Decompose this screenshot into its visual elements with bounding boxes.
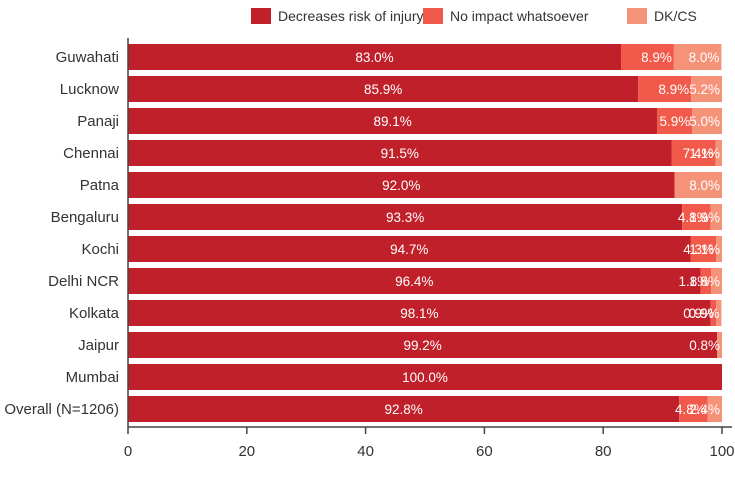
bar-segment	[128, 140, 672, 166]
data-label: 4.8%	[678, 210, 709, 225]
data-label: 8.0%	[689, 50, 720, 65]
category-label: Overall (N=1206)	[4, 401, 119, 418]
bar-segment	[128, 108, 658, 134]
data-label: 99.2%	[403, 338, 441, 353]
bar-segment	[716, 300, 722, 326]
bar-segment	[690, 236, 717, 262]
bar-segment	[691, 76, 722, 102]
data-label: 1.8%	[679, 274, 710, 289]
data-label: 0.9%	[689, 306, 720, 321]
bar-segment	[682, 204, 711, 230]
legend-no-impact-swatch	[423, 8, 443, 24]
bar-segment	[128, 396, 680, 422]
data-label: 93.3%	[386, 210, 424, 225]
bar-segment	[673, 44, 722, 70]
data-label: 98.1%	[400, 306, 438, 321]
category-label: Kochi	[81, 241, 119, 258]
legend-decreases-risk-label: Decreases risk of injury	[278, 8, 424, 24]
bar-segment	[715, 140, 722, 166]
data-label: 92.8%	[384, 402, 422, 417]
x-tick-label: 0	[124, 443, 132, 460]
bar-segment	[621, 44, 674, 70]
data-label: 8.0%	[689, 178, 720, 193]
category-label: Bengaluru	[51, 209, 119, 226]
category-label: Panaji	[77, 113, 119, 130]
bar-segment	[710, 204, 722, 230]
bar-segment	[128, 300, 711, 326]
data-label: 96.4%	[395, 274, 433, 289]
legend-dk-cs-label: DK/CS	[654, 8, 697, 24]
data-label: 1.8%	[689, 274, 720, 289]
category-label: Delhi NCR	[48, 273, 119, 290]
bar-segment	[716, 236, 722, 262]
data-label: 1.9%	[689, 210, 720, 225]
bar-segment	[638, 76, 692, 102]
category-label: Jaipur	[78, 337, 119, 354]
data-label: 83.0%	[355, 50, 393, 65]
bar-segment	[717, 332, 722, 358]
bar-segment	[707, 396, 722, 422]
bar-segment	[128, 172, 675, 198]
bar-segment	[128, 76, 639, 102]
data-label: 5.0%	[689, 114, 720, 129]
legend-dk-cs-swatch	[627, 8, 647, 24]
bar-segment	[674, 172, 722, 198]
data-label: 0.8%	[689, 338, 720, 353]
bar-segment	[711, 268, 722, 294]
data-label: 100.0%	[402, 370, 448, 385]
legend-no-impact-label: No impact whatsoever	[450, 8, 589, 24]
data-label: 8.9%	[641, 50, 672, 65]
legend-decreases-risk-swatch	[251, 8, 271, 24]
data-label: 0.9%	[683, 306, 714, 321]
x-tick-label: 60	[476, 443, 493, 460]
bar-segment	[692, 108, 722, 134]
data-label: 4.3%	[683, 242, 714, 257]
x-tick-label: 40	[357, 443, 374, 460]
category-label: Mumbai	[66, 369, 119, 386]
x-tick-label: 100	[709, 443, 734, 460]
data-label: 89.1%	[373, 114, 411, 129]
category-label: Lucknow	[60, 81, 119, 98]
bar-segment	[710, 300, 717, 326]
bar-segment	[657, 108, 693, 134]
data-label: 5.9%	[660, 114, 691, 129]
category-label: Guwahati	[56, 49, 119, 66]
bar-segment	[671, 140, 716, 166]
category-label: Kolkata	[69, 305, 120, 322]
data-label: 4.8%	[675, 402, 706, 417]
data-label: 1.1%	[689, 146, 720, 161]
data-label: 92.0%	[382, 178, 420, 193]
data-label: 8.9%	[658, 82, 689, 97]
bar-segment	[128, 332, 718, 358]
bar-segment	[128, 204, 683, 230]
x-tick-label: 80	[595, 443, 612, 460]
x-tick-label: 20	[238, 443, 255, 460]
data-label: 94.7%	[390, 242, 428, 257]
category-label: Chennai	[63, 145, 119, 162]
bar-segment	[700, 268, 712, 294]
category-label: Patna	[80, 177, 120, 194]
bar-segment	[128, 236, 691, 262]
data-label: 1.1%	[689, 242, 720, 257]
data-label: 85.9%	[364, 82, 402, 97]
bar-segment	[128, 44, 622, 70]
bar-segment	[128, 268, 701, 294]
data-label: 5.2%	[689, 82, 720, 97]
data-label: 91.5%	[381, 146, 419, 161]
bar-segment	[679, 396, 708, 422]
bar-segment	[128, 364, 722, 390]
data-label: 7.4%	[683, 146, 714, 161]
data-label: 2.4%	[689, 402, 720, 417]
